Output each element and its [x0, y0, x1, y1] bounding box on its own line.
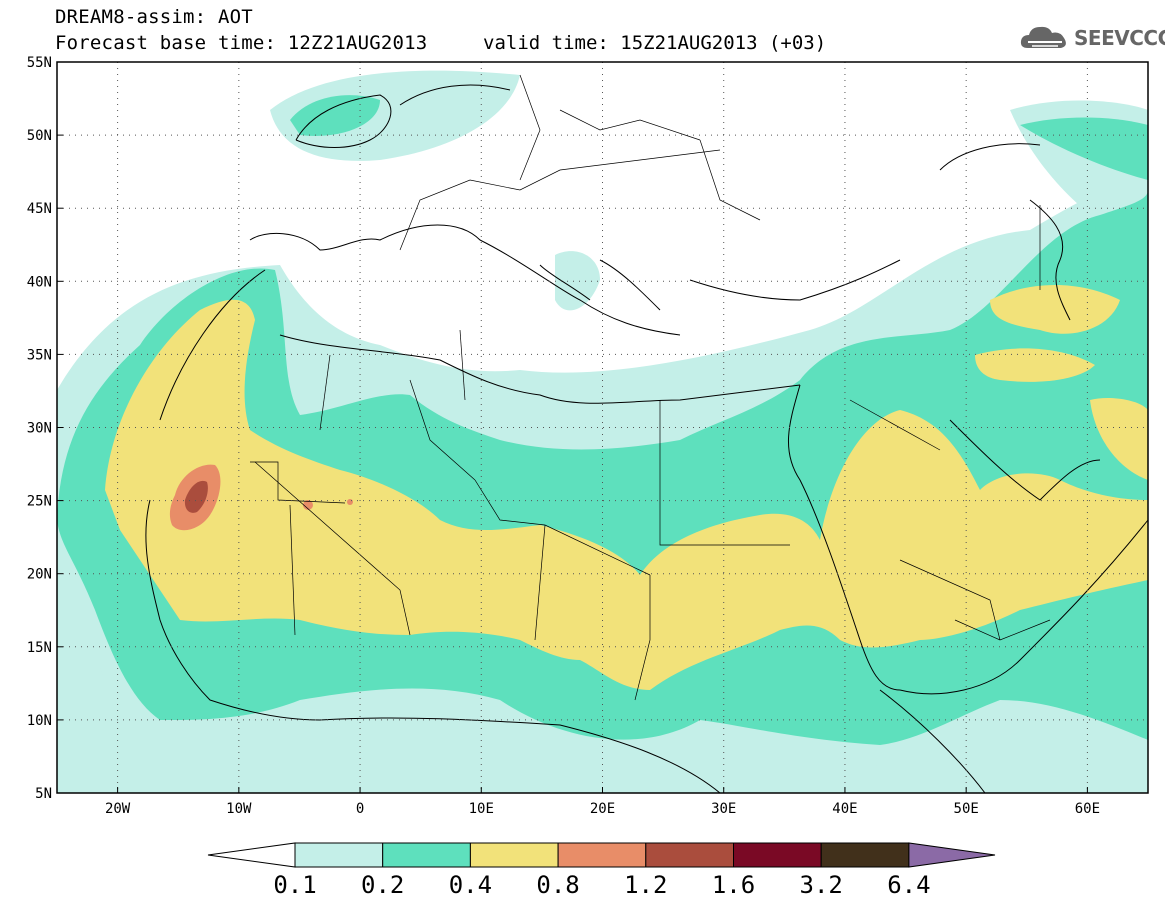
legend-label: 0.8	[536, 871, 579, 899]
legend-label: 1.2	[624, 871, 667, 899]
lat-label: 10N	[27, 713, 52, 729]
lat-label: 20N	[27, 567, 52, 583]
lat-label: 25N	[27, 494, 52, 510]
lon-label: 50E	[954, 801, 979, 817]
lat-label: 50N	[27, 128, 52, 144]
lat-label: 55N	[27, 55, 52, 71]
legend-label: 3.2	[800, 871, 843, 899]
lon-label: 60E	[1075, 801, 1100, 817]
legend-label: 0.1	[273, 871, 316, 899]
valid-time: valid time: 15Z21AUG2013 (+03)	[483, 32, 827, 54]
legend-label: 0.4	[449, 871, 492, 899]
longitude-axis: 20W 10W 0 10E 20E 30E 40E 50E 60E	[105, 787, 1100, 817]
lat-label: 30N	[27, 421, 52, 437]
legend-arrow-high	[908, 842, 996, 868]
seevccc-logo: SEEVCCC	[1018, 22, 1165, 54]
latitude-axis: 55N 50N 45N 40N 35N 30N 25N 20N 15N 10N 5N	[27, 55, 63, 802]
aot-band-0-4	[105, 285, 1148, 690]
aot-band-1-2	[184, 480, 208, 513]
lon-label: 40E	[832, 801, 857, 817]
legend-swatch	[382, 842, 471, 868]
lon-label: 20E	[590, 801, 615, 817]
map-title: DREAM8-assim: AOT	[55, 6, 253, 28]
legend-swatch	[645, 842, 734, 868]
lon-label: 0	[356, 801, 364, 817]
lon-label: 10W	[226, 801, 252, 817]
legend-swatch	[294, 842, 384, 868]
lon-label: 10E	[469, 801, 494, 817]
legend-arrow-low	[207, 842, 296, 868]
legend-label: 0.2	[361, 871, 404, 899]
legend-swatch	[469, 842, 559, 868]
lat-label: 35N	[27, 347, 52, 363]
forecast-base-time: Forecast base time: 12Z21AUG2013	[55, 32, 428, 54]
lat-label: 45N	[27, 201, 52, 217]
logo-text: SEEVCCC	[1074, 26, 1165, 50]
legend-label: 1.6	[712, 871, 755, 899]
lon-label: 30E	[711, 801, 736, 817]
cloud-icon	[1020, 26, 1066, 48]
legend-swatch	[820, 842, 910, 868]
lat-label: 5N	[35, 786, 52, 802]
lat-label: 40N	[27, 274, 52, 290]
legend-label: 6.4	[887, 871, 930, 899]
coastlines	[145, 84, 1148, 793]
lat-label: 15N	[27, 640, 52, 656]
legend-swatch	[733, 842, 822, 868]
legend-swatch	[557, 842, 647, 868]
country-borders	[250, 74, 1051, 701]
lon-label: 20W	[105, 801, 131, 817]
